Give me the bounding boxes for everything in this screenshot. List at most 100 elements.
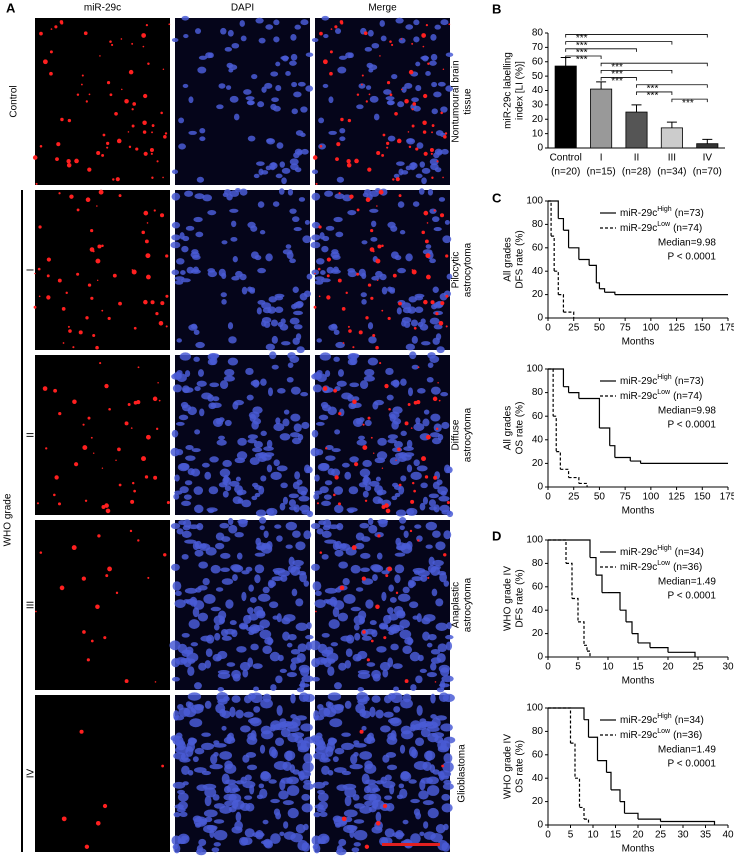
- nucleus: [240, 725, 251, 733]
- nucleus: [190, 642, 199, 647]
- mir-signal: [101, 153, 105, 157]
- mir-signal: [158, 399, 161, 402]
- survival-step: [584, 644, 588, 652]
- nucleus: [203, 594, 216, 604]
- mir-signal: [395, 459, 397, 462]
- nucleus: [329, 596, 338, 607]
- mir-signal: [381, 505, 386, 509]
- significance-bracket: [565, 55, 602, 59]
- nucleus: [311, 429, 319, 438]
- mir-signal: [103, 636, 107, 640]
- nucleus: [312, 844, 318, 850]
- nucleus: [227, 322, 234, 330]
- error-bar: [596, 81, 607, 90]
- nucleus: [419, 831, 425, 837]
- nucleus: [184, 190, 194, 197]
- sample-size: (n=70): [693, 167, 722, 178]
- mir-signal: [433, 209, 436, 212]
- nucleus: [300, 106, 308, 113]
- mir-signal: [88, 93, 91, 96]
- nucleus: [399, 525, 405, 531]
- mir-signal: [165, 294, 169, 298]
- nucleus: [230, 236, 238, 242]
- nucleus: [184, 587, 198, 594]
- nucleus: [232, 256, 238, 263]
- nucleus: [288, 493, 299, 499]
- nucleus: [432, 286, 439, 293]
- nucleus: [313, 710, 319, 721]
- nucleus: [252, 418, 262, 425]
- nucleus: [207, 268, 216, 273]
- nucleus: [446, 273, 453, 280]
- mir-signal: [160, 111, 163, 115]
- tissue-label: Diffuse: [451, 419, 462, 450]
- mir-signal: [79, 729, 84, 734]
- nucleus: [286, 776, 299, 785]
- nucleus: [361, 725, 367, 731]
- mir-signal: [145, 274, 151, 280]
- nucleus: [358, 610, 367, 620]
- nucleus: [257, 593, 271, 602]
- nucleus: [406, 138, 414, 143]
- nucleus: [408, 580, 417, 587]
- nucleus: [406, 439, 413, 449]
- panel-letter: D: [492, 528, 501, 543]
- nucleus: [364, 800, 373, 807]
- nucleus: [247, 438, 257, 444]
- nucleus: [193, 486, 204, 495]
- mir-signal: [142, 120, 147, 125]
- mir-signal: [82, 445, 88, 451]
- mir-signal: [423, 299, 428, 305]
- nucleus: [364, 46, 373, 52]
- mir-signal: [143, 210, 149, 216]
- mir-signal: [115, 177, 120, 182]
- nucleus: [378, 622, 389, 630]
- mir-signal: [107, 316, 111, 321]
- nucleus: [299, 504, 310, 513]
- nucleus: [242, 669, 249, 678]
- significance-bracket: [636, 91, 673, 95]
- significance-bracket: [565, 34, 708, 38]
- nucleus: [177, 792, 189, 802]
- nucleus: [184, 480, 193, 486]
- nucleus: [231, 669, 241, 679]
- nucleus: [392, 379, 400, 388]
- nucleus: [403, 530, 409, 539]
- mir-signal: [35, 610, 37, 613]
- micrograph-background: [35, 520, 170, 690]
- nucleus: [305, 52, 314, 57]
- nucleus: [267, 387, 274, 397]
- mir-signal: [66, 159, 71, 164]
- mir-signal: [342, 342, 345, 344]
- nucleus: [268, 580, 277, 587]
- mir-signal: [312, 155, 318, 160]
- nucleus: [192, 815, 202, 823]
- survival-step: [566, 562, 573, 599]
- nucleus: [218, 610, 227, 620]
- legend-name: miR-29c: [620, 391, 657, 402]
- nucleus: [250, 225, 258, 232]
- mir-signal: [443, 553, 447, 557]
- mir-signal: [39, 31, 43, 36]
- survival-step: [608, 592, 621, 611]
- nucleus: [402, 586, 410, 594]
- nucleus: [343, 809, 358, 818]
- nucleus: [170, 522, 181, 530]
- y-tick-label: 50: [532, 71, 544, 82]
- nucleus: [427, 807, 439, 819]
- survival-step: [563, 386, 570, 393]
- nucleus: [255, 17, 264, 24]
- nucleus: [222, 490, 229, 498]
- nucleus: [427, 352, 436, 359]
- nucleus: [229, 620, 237, 626]
- nucleus: [228, 480, 240, 487]
- mir-signal: [375, 345, 379, 350]
- nucleus: [290, 386, 301, 395]
- nucleus: [359, 805, 372, 814]
- nucleus: [207, 509, 215, 514]
- nucleus: [290, 33, 297, 41]
- nucleus: [357, 687, 365, 692]
- x-tick-label: 100: [643, 492, 660, 503]
- nucleus: [311, 169, 319, 175]
- nucleus: [414, 524, 422, 529]
